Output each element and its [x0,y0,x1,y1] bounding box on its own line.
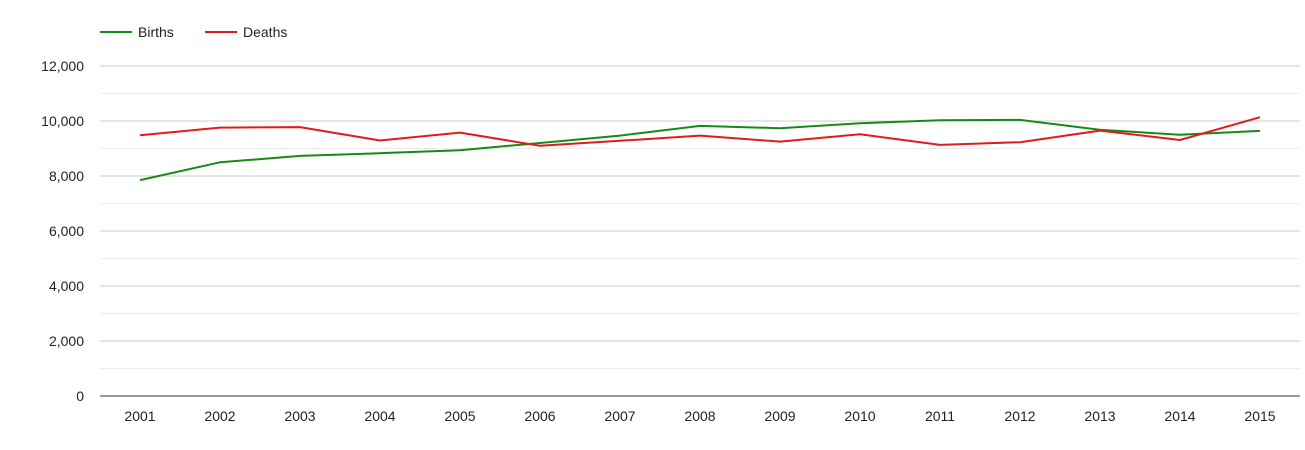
legend-label: Births [138,24,174,40]
x-tick-label: 2005 [444,408,475,424]
y-axis-tick-labels: 0 2,000 4,000 6,000 8,000 10,000 12,000 [41,58,84,404]
series-lines [139,116,1261,182]
legend-item-deaths[interactable]: Deaths [205,24,287,40]
legend[interactable]: Births Deaths [100,24,287,40]
legend-label: Deaths [243,24,287,40]
x-tick-label: 2015 [1244,408,1275,424]
x-axis-tick-labels: 2001 2002 2003 2004 2005 2006 2007 2008 2009 2010… [124,408,1275,424]
y-tick-label: 8,000 [49,168,84,184]
y-tick-label: 4,000 [49,278,84,294]
y-tick-label: 10,000 [41,113,84,129]
x-tick-label: 2014 [1164,408,1195,424]
legend-item-births[interactable]: Births [100,24,174,40]
x-tick-label: 2006 [524,408,555,424]
x-tick-label: 2002 [204,408,235,424]
series-line-births [139,118,1261,182]
x-tick-label: 2003 [284,408,315,424]
series-line-deaths [139,116,1261,147]
x-tick-label: 2004 [364,408,395,424]
y-tick-label: 6,000 [49,223,84,239]
y-tick-label: 12,000 [41,58,84,74]
x-tick-label: 2012 [1004,408,1035,424]
x-tick-label: 2011 [925,408,955,424]
y-tick-label: 2,000 [49,333,84,349]
x-tick-label: 2007 [604,408,635,424]
y-tick-label: 0 [76,388,84,404]
x-tick-label: 2013 [1084,408,1115,424]
x-tick-label: 2008 [684,408,715,424]
gridlines [100,65,1300,369]
x-tick-label: 2001 [124,408,155,424]
x-tick-label: 2010 [844,408,875,424]
x-tick-label: 2009 [764,408,795,424]
